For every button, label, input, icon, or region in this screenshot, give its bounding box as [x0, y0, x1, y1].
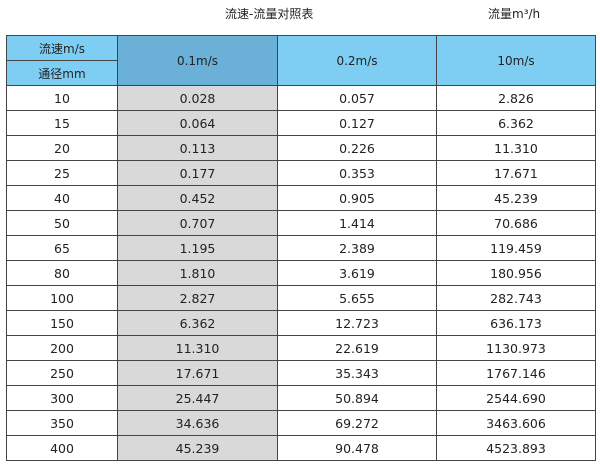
flow-cell: 3.619	[277, 260, 437, 286]
table-row: 350 34.636 69.272 3463.606	[6, 410, 596, 436]
diameter-cell: 300	[6, 385, 118, 411]
flow-cell: 282.743	[436, 285, 596, 311]
flow-cell: 17.671	[117, 360, 278, 386]
column-header: 0.1m/s	[117, 35, 278, 86]
flow-cell: 0.113	[117, 135, 278, 161]
diameter-cell: 25	[6, 160, 118, 186]
flow-cell: 636.173	[436, 310, 596, 336]
diameter-cell: 200	[6, 335, 118, 361]
table-row: 50 0.707 1.414 70.686	[6, 210, 596, 236]
flow-table: 流速m/s 0.1m/s 0.2m/s 10m/s 通径mm 10 0.028 0.…	[6, 35, 596, 461]
table-row: 25 0.177 0.353 17.671	[6, 160, 596, 186]
diameter-cell: 150	[6, 310, 118, 336]
diameter-cell: 10	[6, 85, 118, 111]
flow-cell: 90.478	[277, 435, 437, 461]
flow-cell: 0.452	[117, 185, 278, 211]
flow-cell: 17.671	[436, 160, 596, 186]
flow-cell: 25.447	[117, 385, 278, 411]
flow-cell: 1767.146	[436, 360, 596, 386]
diameter-cell: 350	[6, 410, 118, 436]
flow-cell: 1.414	[277, 210, 437, 236]
flow-cell: 0.707	[117, 210, 278, 236]
diameter-cell: 50	[6, 210, 118, 236]
table-row: 300 25.447 50.894 2544.690	[6, 385, 596, 411]
flow-cell: 0.064	[117, 110, 278, 136]
flow-cell: 0.127	[277, 110, 437, 136]
flow-cell: 0.057	[277, 85, 437, 111]
flow-cell: 0.177	[117, 160, 278, 186]
flow-cell: 45.239	[117, 435, 278, 461]
table-title: 流速-流量对照表	[225, 7, 314, 21]
flow-cell: 1.810	[117, 260, 278, 286]
table-row: 80 1.810 3.619 180.956	[6, 260, 596, 286]
flow-cell: 2.827	[117, 285, 278, 311]
flow-cell: 0.905	[277, 185, 437, 211]
flow-cell: 70.686	[436, 210, 596, 236]
flow-cell: 35.343	[277, 360, 437, 386]
flow-cell: 2.389	[277, 235, 437, 261]
flow-cell: 11.310	[117, 335, 278, 361]
diameter-cell: 65	[6, 235, 118, 261]
flow-cell: 11.310	[436, 135, 596, 161]
flow-cell: 69.272	[277, 410, 437, 436]
flow-cell: 50.894	[277, 385, 437, 411]
table-row: 100 2.827 5.655 282.743	[6, 285, 596, 311]
diameter-cell: 20	[6, 135, 118, 161]
flow-cell: 180.956	[436, 260, 596, 286]
flow-cell: 22.619	[277, 335, 437, 361]
flow-cell: 2.826	[436, 85, 596, 111]
table-row: 250 17.671 35.343 1767.146	[6, 360, 596, 386]
table-row: 40 0.452 0.905 45.239	[6, 185, 596, 211]
flow-cell: 6.362	[117, 310, 278, 336]
flow-cell: 12.723	[277, 310, 437, 336]
flow-cell: 4523.893	[436, 435, 596, 461]
flow-cell: 0.226	[277, 135, 437, 161]
diameter-cell: 250	[6, 360, 118, 386]
diameter-cell: 40	[6, 185, 118, 211]
diameter-cell: 80	[6, 260, 118, 286]
flow-cell: 119.459	[436, 235, 596, 261]
flow-cell: 0.353	[277, 160, 437, 186]
table-row: 200 11.310 22.619 1130.973	[6, 335, 596, 361]
diameter-cell: 100	[6, 285, 118, 311]
flow-cell: 2544.690	[436, 385, 596, 411]
flow-cell: 1.195	[117, 235, 278, 261]
diameter-header: 通径mm	[6, 60, 118, 86]
flow-cell: 34.636	[117, 410, 278, 436]
table-row: 65 1.195 2.389 119.459	[6, 235, 596, 261]
flow-cell: 3463.606	[436, 410, 596, 436]
column-header: 10m/s	[436, 35, 596, 86]
diameter-cell: 400	[6, 435, 118, 461]
flow-cell: 0.028	[117, 85, 278, 111]
flow-cell: 6.362	[436, 110, 596, 136]
table-row: 10 0.028 0.057 2.826	[6, 85, 596, 111]
table-row: 20 0.113 0.226 11.310	[6, 135, 596, 161]
table-row: 150 6.362 12.723 636.173	[6, 310, 596, 336]
table-row: 15 0.064 0.127 6.362	[6, 110, 596, 136]
velocity-header: 流速m/s	[6, 35, 118, 61]
flow-cell: 5.655	[277, 285, 437, 311]
diameter-cell: 15	[6, 110, 118, 136]
table-row: 400 45.239 90.478 4523.893	[6, 435, 596, 461]
column-header: 0.2m/s	[277, 35, 437, 86]
unit-label: 流量m³/h	[488, 7, 541, 21]
flow-cell: 45.239	[436, 185, 596, 211]
flow-cell: 1130.973	[436, 335, 596, 361]
